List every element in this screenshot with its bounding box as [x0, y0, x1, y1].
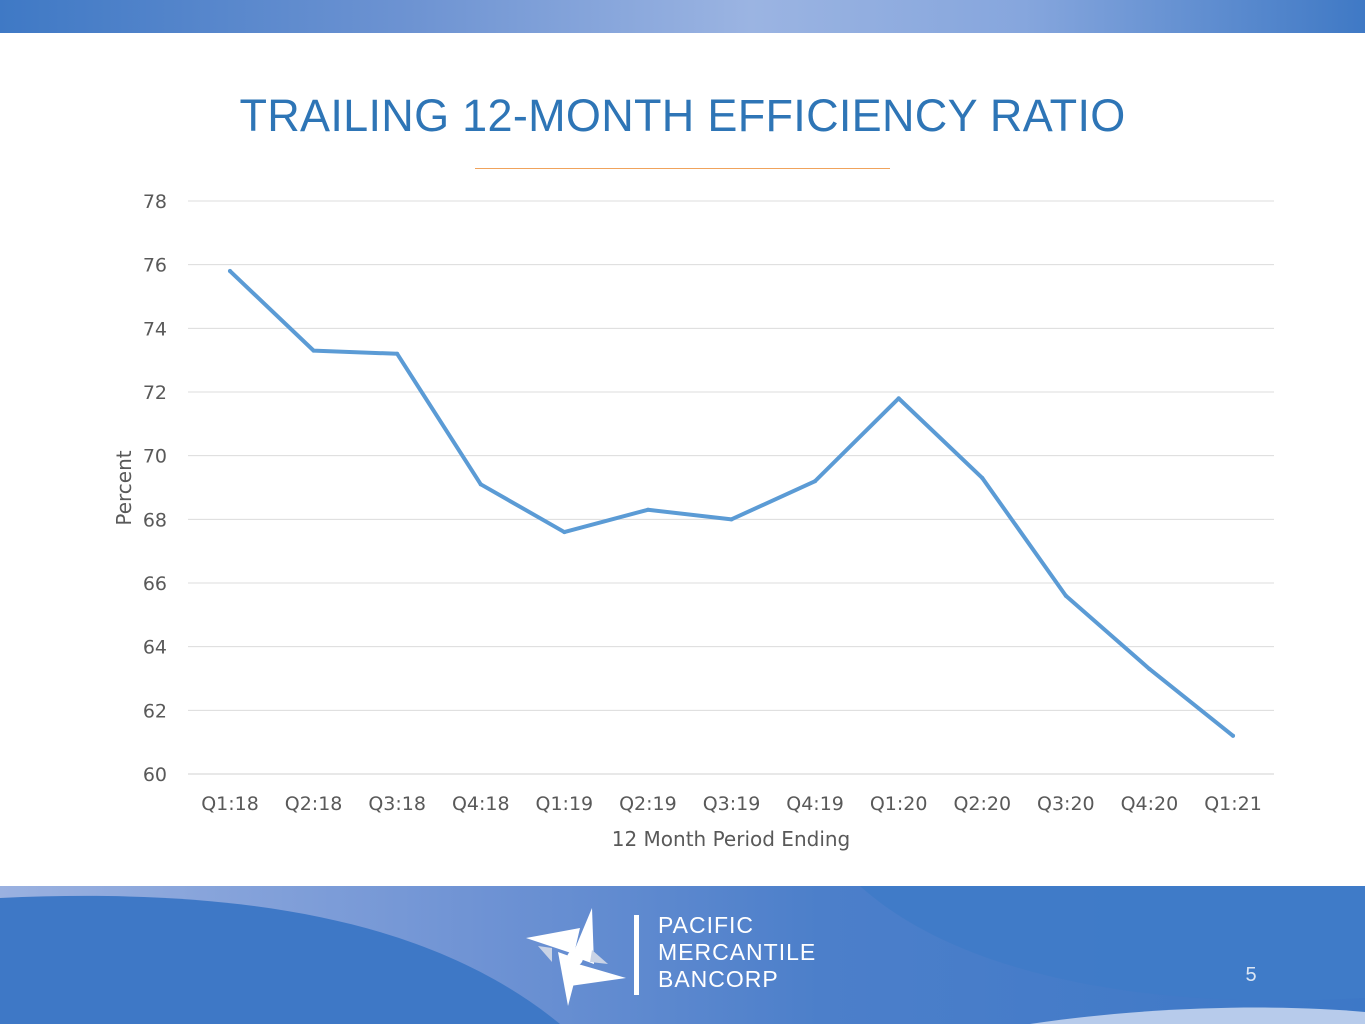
- top-banner: [0, 0, 1365, 33]
- x-tick-labels: Q1:18 Q2:18 Q3:18 Q4:18 Q1:19 Q2:19 Q3:19 Q4:19…: [201, 793, 1262, 815]
- x-tick-label: Q3:19: [703, 793, 761, 815]
- data-point: [1063, 593, 1068, 598]
- data-point: [395, 351, 400, 356]
- x-tick-label: Q2:19: [619, 793, 677, 815]
- x-tick-label: Q3:18: [368, 793, 426, 815]
- series-line: [228, 269, 1235, 738]
- x-tick-label: Q1:21: [1204, 793, 1262, 815]
- x-tick-label: Q2:20: [953, 793, 1011, 815]
- logo-line-3: BANCORP: [658, 966, 779, 992]
- y-tick-label: 60: [143, 764, 167, 786]
- company-name: PACIFIC MERCANTILE BANCORP: [658, 912, 816, 993]
- slide-title: TRAILING 12-MONTH EFFICIENCY RATIO: [239, 90, 1126, 141]
- data-point: [645, 507, 650, 512]
- data-point: [1231, 733, 1235, 738]
- footer-banner: [0, 886, 1365, 1024]
- data-point: [729, 517, 734, 522]
- logo-divider: [634, 915, 639, 995]
- y-tick-label: 74: [143, 318, 167, 340]
- y-tick-label: 76: [143, 255, 167, 277]
- x-tick-label: Q4:20: [1121, 793, 1179, 815]
- data-point: [1147, 666, 1152, 671]
- logo-line-1: PACIFIC: [658, 912, 755, 938]
- data-point: [228, 269, 232, 274]
- y-tick-labels: 60 62 64 66 68 70 72 74 76 78: [143, 191, 167, 786]
- x-tick-label: Q4:19: [786, 793, 844, 815]
- x-tick-label: Q4:18: [452, 793, 510, 815]
- x-tick-label: Q3:20: [1037, 793, 1095, 815]
- y-tick-label: 62: [143, 700, 167, 722]
- x-tick-label: Q2:18: [285, 793, 343, 815]
- x-tick-label: Q1:18: [201, 793, 259, 815]
- y-tick-label: 70: [143, 446, 167, 468]
- page-number: 5: [1245, 964, 1257, 986]
- data-point: [562, 530, 567, 535]
- y-tick-label: 66: [143, 573, 167, 595]
- data-point: [896, 396, 901, 401]
- x-tick-label: Q1:20: [870, 793, 928, 815]
- data-point: [813, 479, 818, 484]
- y-tick-label: 64: [143, 637, 167, 659]
- x-tick-label: Q1:19: [536, 793, 594, 815]
- efficiency-ratio-line-chart: 60 62 64 66 68 70 72 74 76 78 Q1:18 Q2:18 Q3:18 Q4:1…: [112, 191, 1274, 851]
- gridlines: [188, 200, 1274, 775]
- pinwheel-logo-icon: [526, 908, 626, 1006]
- data-point: [311, 348, 316, 353]
- y-tick-label: 78: [143, 191, 167, 213]
- title-underline: [475, 168, 890, 169]
- logo-line-2: MERCANTILE: [658, 939, 817, 965]
- y-axis-label: Percent: [112, 450, 136, 525]
- data-point: [980, 475, 985, 480]
- x-axis-label: 12 Month Period Ending: [612, 827, 851, 851]
- series-layer: [228, 269, 1235, 738]
- y-tick-label: 72: [143, 382, 167, 404]
- y-tick-label: 68: [143, 509, 167, 531]
- data-point: [478, 482, 483, 487]
